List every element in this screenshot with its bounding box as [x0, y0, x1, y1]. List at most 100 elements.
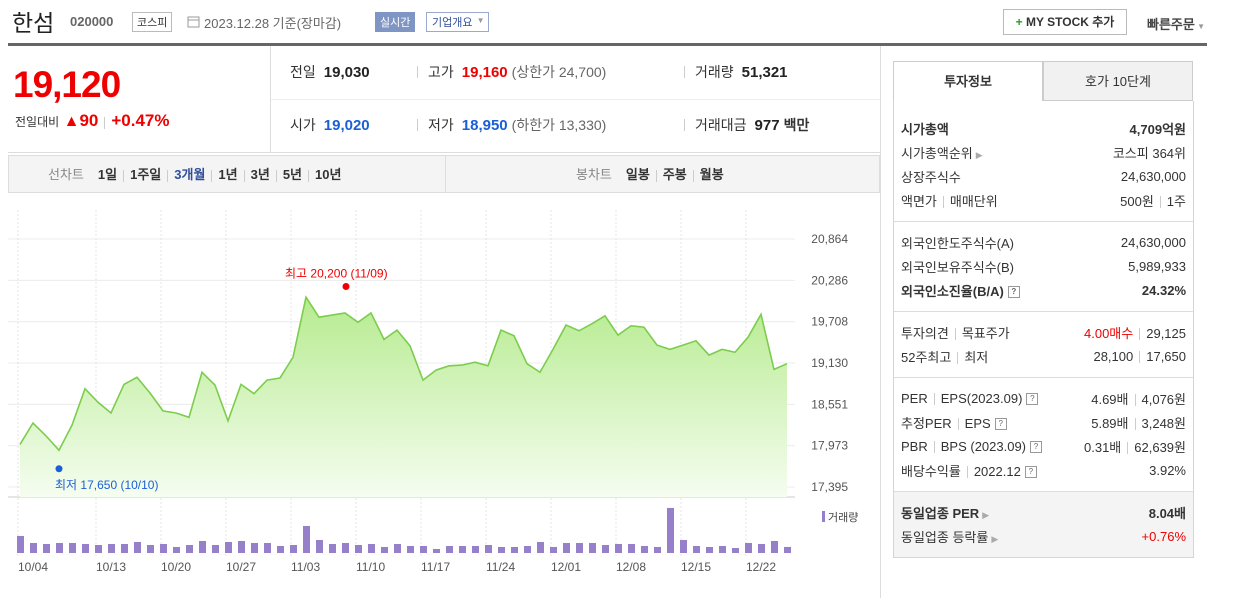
tab[interactable]: 1주일 [130, 167, 162, 182]
value-part: 4,709억원 [1129, 121, 1186, 137]
y-tick-label: 20,864 [811, 232, 848, 246]
value-part: 5.89배 [1091, 415, 1129, 431]
separator [211, 169, 213, 182]
item-value: 19,030 [323, 64, 370, 81]
tab[interactable]: 3개월 [174, 167, 206, 182]
y-tick-label: 18,551 [811, 397, 848, 411]
volume-bar [511, 546, 518, 553]
tab[interactable]: 1일 [97, 167, 118, 182]
value-part: 24,630,000 [1120, 234, 1186, 250]
volume-bar [147, 544, 154, 553]
quick-order[interactable]: 빠른주문 ▼ [1147, 17, 1205, 32]
tab-group-label: 선차트 [48, 167, 84, 182]
tab[interactable]: 3년 [250, 167, 270, 182]
volume-bar [173, 546, 180, 553]
volume-bar [108, 543, 115, 553]
tab[interactable]: 월봉 [699, 167, 724, 182]
label-part: 투자의견 [901, 325, 949, 341]
tab[interactable]: 주봉 [662, 167, 687, 182]
value-part: +0.76% [1141, 528, 1186, 544]
info-label: PBR BPS (2023.09) [901, 439, 1043, 454]
info-value: 24.32% [1142, 283, 1186, 298]
info-label: 액면가 매매단위 [901, 191, 998, 210]
label-part: 추정PER [901, 415, 952, 431]
info-value: 코스피 364위 [1113, 143, 1186, 162]
quick-order-label: 빠른주문 [1147, 17, 1195, 32]
item-unit: 백만 [783, 117, 810, 133]
company-button[interactable]: 기업개요 ▼ [426, 12, 490, 32]
date: 2023.12.28 기준(장마감) [204, 16, 342, 31]
realtime-badge[interactable]: 실시간 [375, 12, 416, 32]
info-section: 시가총액 4,709억원 시가총액순위 ▶ 코스피 364위 상장주식수 24,630,00… [894, 108, 1193, 221]
tab[interactable]: 5년 [282, 167, 303, 182]
separator [954, 328, 956, 341]
price-item: 저가 18,950 (하한가 13,330) [428, 115, 606, 135]
value-part: 1주 [1166, 193, 1186, 209]
volume-bar [446, 545, 453, 553]
value-part: 8.04배 [1148, 505, 1186, 521]
label-part: 외국인보유주식수(B) [901, 259, 1015, 275]
volume-bar [472, 545, 479, 553]
info-label: 투자의견 목표주가 [901, 323, 1010, 342]
change-label: 전일대비 [15, 115, 60, 129]
volume-bar [485, 544, 492, 553]
separator [655, 169, 657, 182]
info-row: 추정PER EPS 5.89배 3,248원 [901, 410, 1186, 434]
volume-bar [17, 535, 24, 553]
y-tick-label: 19,708 [811, 315, 848, 329]
volume-bar [576, 542, 583, 553]
volume-bar [667, 507, 674, 553]
y-tick-label: 19,130 [811, 356, 848, 370]
divider [271, 99, 880, 100]
volume-bar [407, 545, 414, 553]
price-item: 거래량 51,321 [695, 62, 788, 82]
separator [1134, 418, 1136, 431]
arrow-icon: ▶ [982, 509, 990, 520]
info-tab[interactable]: 호가 10단계 [1043, 61, 1193, 101]
annotation: 최저 17,650 (10/10) [55, 478, 158, 492]
info-row: 시가총액순위 ▶ 코스피 364위 [901, 140, 1186, 164]
info-label: 추정PER EPS [901, 413, 1007, 432]
volume-bar [251, 542, 258, 553]
info-tab[interactable]: 투자정보 [893, 61, 1043, 101]
item-value: 19,020 [323, 117, 370, 134]
label-part: 2022.12 [973, 463, 1021, 479]
annotation-dot [55, 465, 63, 473]
x-tick-label: 10/04 [18, 560, 48, 574]
tab[interactable]: 1년 [218, 167, 238, 182]
legend-label: 거래량 [828, 511, 858, 524]
label-part: 외국인한도주식수(A) [901, 235, 1015, 251]
info-row: 투자의견 목표주가 4.00매수 29,125 [901, 320, 1186, 344]
value-part: 5,989,933 [1128, 258, 1186, 274]
item-value: 51,321 [741, 64, 788, 81]
value-part: 29,125 [1146, 325, 1186, 341]
label-part: 동일업종 등락률 [901, 529, 989, 545]
separator [167, 169, 169, 182]
volume-bar [524, 545, 531, 553]
tab[interactable]: 10년 [315, 167, 342, 182]
help-icon [1030, 441, 1043, 454]
value-part: 4.69배 [1091, 391, 1129, 407]
separator [1139, 328, 1141, 341]
legend-swatch [822, 511, 825, 522]
mystock-button[interactable]: + MY STOCK 추가 [1003, 9, 1127, 35]
label-part: EPS(2023.09) [940, 390, 1023, 406]
info-value: 8.04배 [1149, 503, 1186, 522]
info-row: 상장주식수 24,630,000 [901, 164, 1186, 188]
price-box [8, 46, 880, 153]
tab-group: 선차트 1일 1주일 3개월 1년 3년 5년 10년 [48, 164, 341, 183]
volume-bar [342, 542, 349, 553]
info-box: 시가총액 4,709억원 시가총액순위 ▶ 코스피 364위 상장주식수 24,630,00… [893, 101, 1194, 558]
separator [1127, 442, 1129, 455]
current-price: 19,120 [13, 64, 121, 105]
volume-bar [355, 544, 362, 553]
value-part: 17,650 [1146, 348, 1186, 364]
volume-bar [121, 543, 128, 553]
volume-bar [706, 546, 713, 553]
tab[interactable]: 일봉 [625, 167, 650, 182]
separator [243, 169, 245, 182]
help-icon [994, 418, 1007, 431]
info-row: PER EPS(2023.09) 4.69배 4,076원 [901, 386, 1186, 410]
separator [957, 352, 959, 365]
info-label: 시가총액순위 ▶ [901, 143, 983, 162]
